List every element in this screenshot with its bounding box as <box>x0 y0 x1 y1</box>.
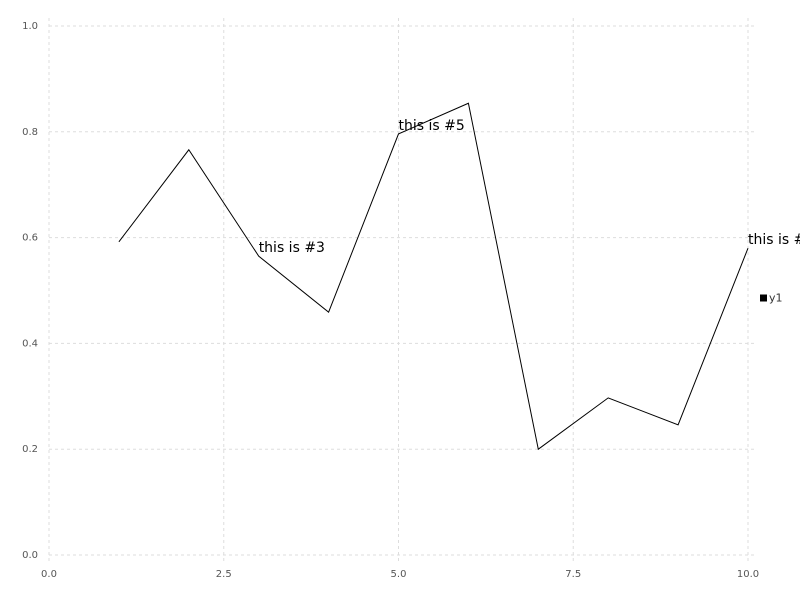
y-tick-label: 1.0 <box>22 21 38 32</box>
annotation: this is #3 <box>259 240 325 256</box>
y-tick-label: 0.8 <box>22 127 38 138</box>
annotation: this is #10 <box>748 232 800 248</box>
x-tick-label: 5.0 <box>391 569 407 580</box>
legend-swatch <box>760 294 767 302</box>
y-tick-label: 0.6 <box>22 233 38 244</box>
series-line <box>118 102 749 451</box>
y-tick-label: 0.4 <box>22 338 38 349</box>
legend-label: y1 <box>769 292 783 305</box>
y-tick-label: 0.0 <box>22 550 38 561</box>
x-tick-label: 2.5 <box>216 569 232 580</box>
y-tick-label: 0.2 <box>22 444 38 455</box>
x-tick-label: 7.5 <box>565 569 581 580</box>
x-tick-label: 10.0 <box>737 569 759 580</box>
annotation: this is #5 <box>399 118 465 134</box>
x-tick-label: 0.0 <box>41 569 57 580</box>
